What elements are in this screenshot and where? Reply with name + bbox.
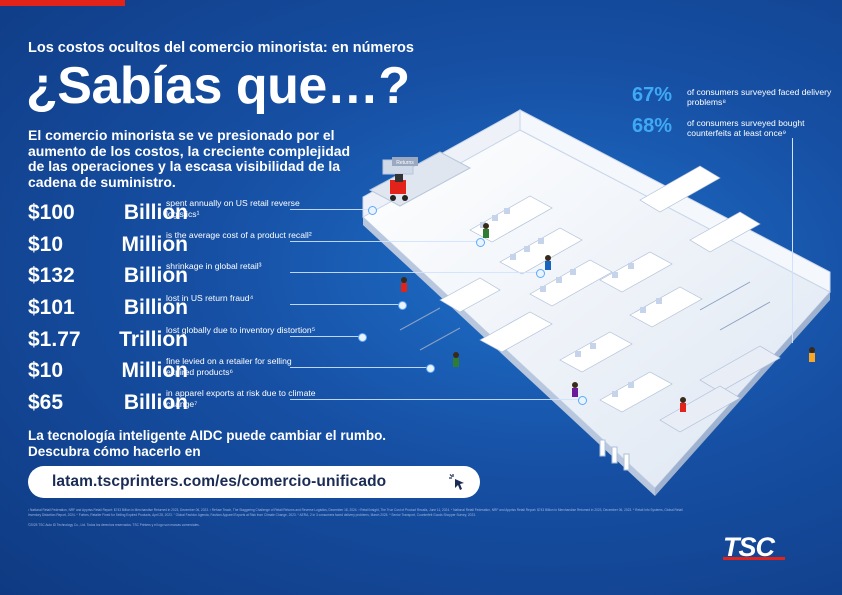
stat-unit: Billion bbox=[123, 201, 188, 224]
right-stat-item: 67% of consumers surveyed faced delivery… bbox=[632, 84, 832, 115]
callout-dot bbox=[398, 301, 407, 311]
callout-dot bbox=[358, 332, 367, 342]
footnotes: ¹ National Retail Federation, NRF and Ap… bbox=[28, 508, 688, 528]
copyright: ©2025 TSC Auto ID Technology Co., Ltd. T… bbox=[28, 523, 200, 528]
stat-unit: Trillion bbox=[119, 327, 188, 351]
tsc-logo: TSC bbox=[723, 532, 785, 562]
right-stat-percent: 68% bbox=[632, 115, 673, 137]
callout-dot bbox=[368, 206, 377, 215]
right-stat-text: of consumers surveyed bought counterfeit… bbox=[687, 118, 805, 138]
forklift-icon bbox=[390, 174, 408, 201]
stat-description: lost in US return fraud⁴ bbox=[166, 293, 254, 304]
right-stat-text: of consumers surveyed faced delivery pro… bbox=[687, 87, 832, 107]
store-edge-left bbox=[363, 217, 655, 496]
logo-underline bbox=[723, 557, 785, 560]
top-red-bar bbox=[0, 0, 125, 6]
stat-description: lost globally due to inventory distortio… bbox=[166, 324, 316, 335]
people-icons bbox=[401, 223, 815, 412]
cta-text: La tecnología inteligente AIDC puede cam… bbox=[28, 428, 387, 459]
footnote-text: ¹ National Retail Federation, NRF and Ap… bbox=[28, 508, 683, 517]
intro-text: El comercio minorista se ve presionado p… bbox=[28, 127, 351, 190]
stat-number: $65 bbox=[28, 391, 64, 415]
callout-line bbox=[290, 209, 372, 210]
right-stats: 67% of consumers surveyed faced delivery… bbox=[632, 84, 832, 146]
stat-unit: Billion bbox=[123, 391, 188, 415]
stat-number: $10 bbox=[28, 232, 64, 256]
right-stat-percent: 67% bbox=[632, 84, 673, 106]
stat-unit: Billion bbox=[123, 264, 188, 288]
stat-description: in apparel exports at risk due to climat… bbox=[166, 388, 316, 410]
store-sign bbox=[392, 157, 418, 166]
stat-number: $132 bbox=[28, 264, 75, 288]
stat-description: fine levied on a retailer for selling ex… bbox=[166, 356, 292, 378]
stat-number: $101 bbox=[28, 296, 75, 320]
right-stat-item: 68% of consumers surveyed bought counter… bbox=[632, 115, 832, 146]
stat-unit: Million bbox=[121, 359, 189, 383]
stat-description: spent annually on US retail reverse logi… bbox=[166, 198, 300, 219]
callout-line bbox=[290, 240, 480, 242]
stat-number: $1.77 bbox=[28, 327, 81, 351]
stat-unit: Billion bbox=[123, 296, 188, 320]
kicker-title: Los costos ocultos del comercio minorist… bbox=[28, 40, 414, 56]
stat-number: $10 bbox=[28, 359, 64, 383]
callout-dot bbox=[578, 396, 587, 406]
url-link-text[interactable]: latam.tscprinters.com/es/comercio-unific… bbox=[52, 473, 387, 490]
stat-description: shrinkage in global retail³ bbox=[166, 261, 262, 272]
callout-dot bbox=[476, 237, 485, 247]
callout-line bbox=[290, 367, 430, 369]
stat-unit: Million bbox=[121, 232, 189, 256]
store-edge-right bbox=[655, 292, 830, 496]
callout-line bbox=[290, 335, 362, 337]
stat-description: is the average cost of a product recall² bbox=[166, 229, 312, 240]
headline: ¿Sabías que…? bbox=[26, 57, 410, 115]
callout-line bbox=[290, 399, 582, 401]
callout-line bbox=[290, 304, 402, 306]
callout-dot bbox=[426, 364, 435, 374]
callout-line bbox=[290, 272, 540, 274]
callout-dot bbox=[536, 269, 545, 279]
url-link-button[interactable]: latam.tscprinters.com/es/comercio-unific… bbox=[28, 466, 480, 498]
stat-number: $100 bbox=[28, 201, 75, 224]
pointer-cursor-icon bbox=[449, 474, 464, 490]
store-sign-text: Returns bbox=[396, 160, 414, 166]
right-callout-line bbox=[792, 138, 793, 343]
